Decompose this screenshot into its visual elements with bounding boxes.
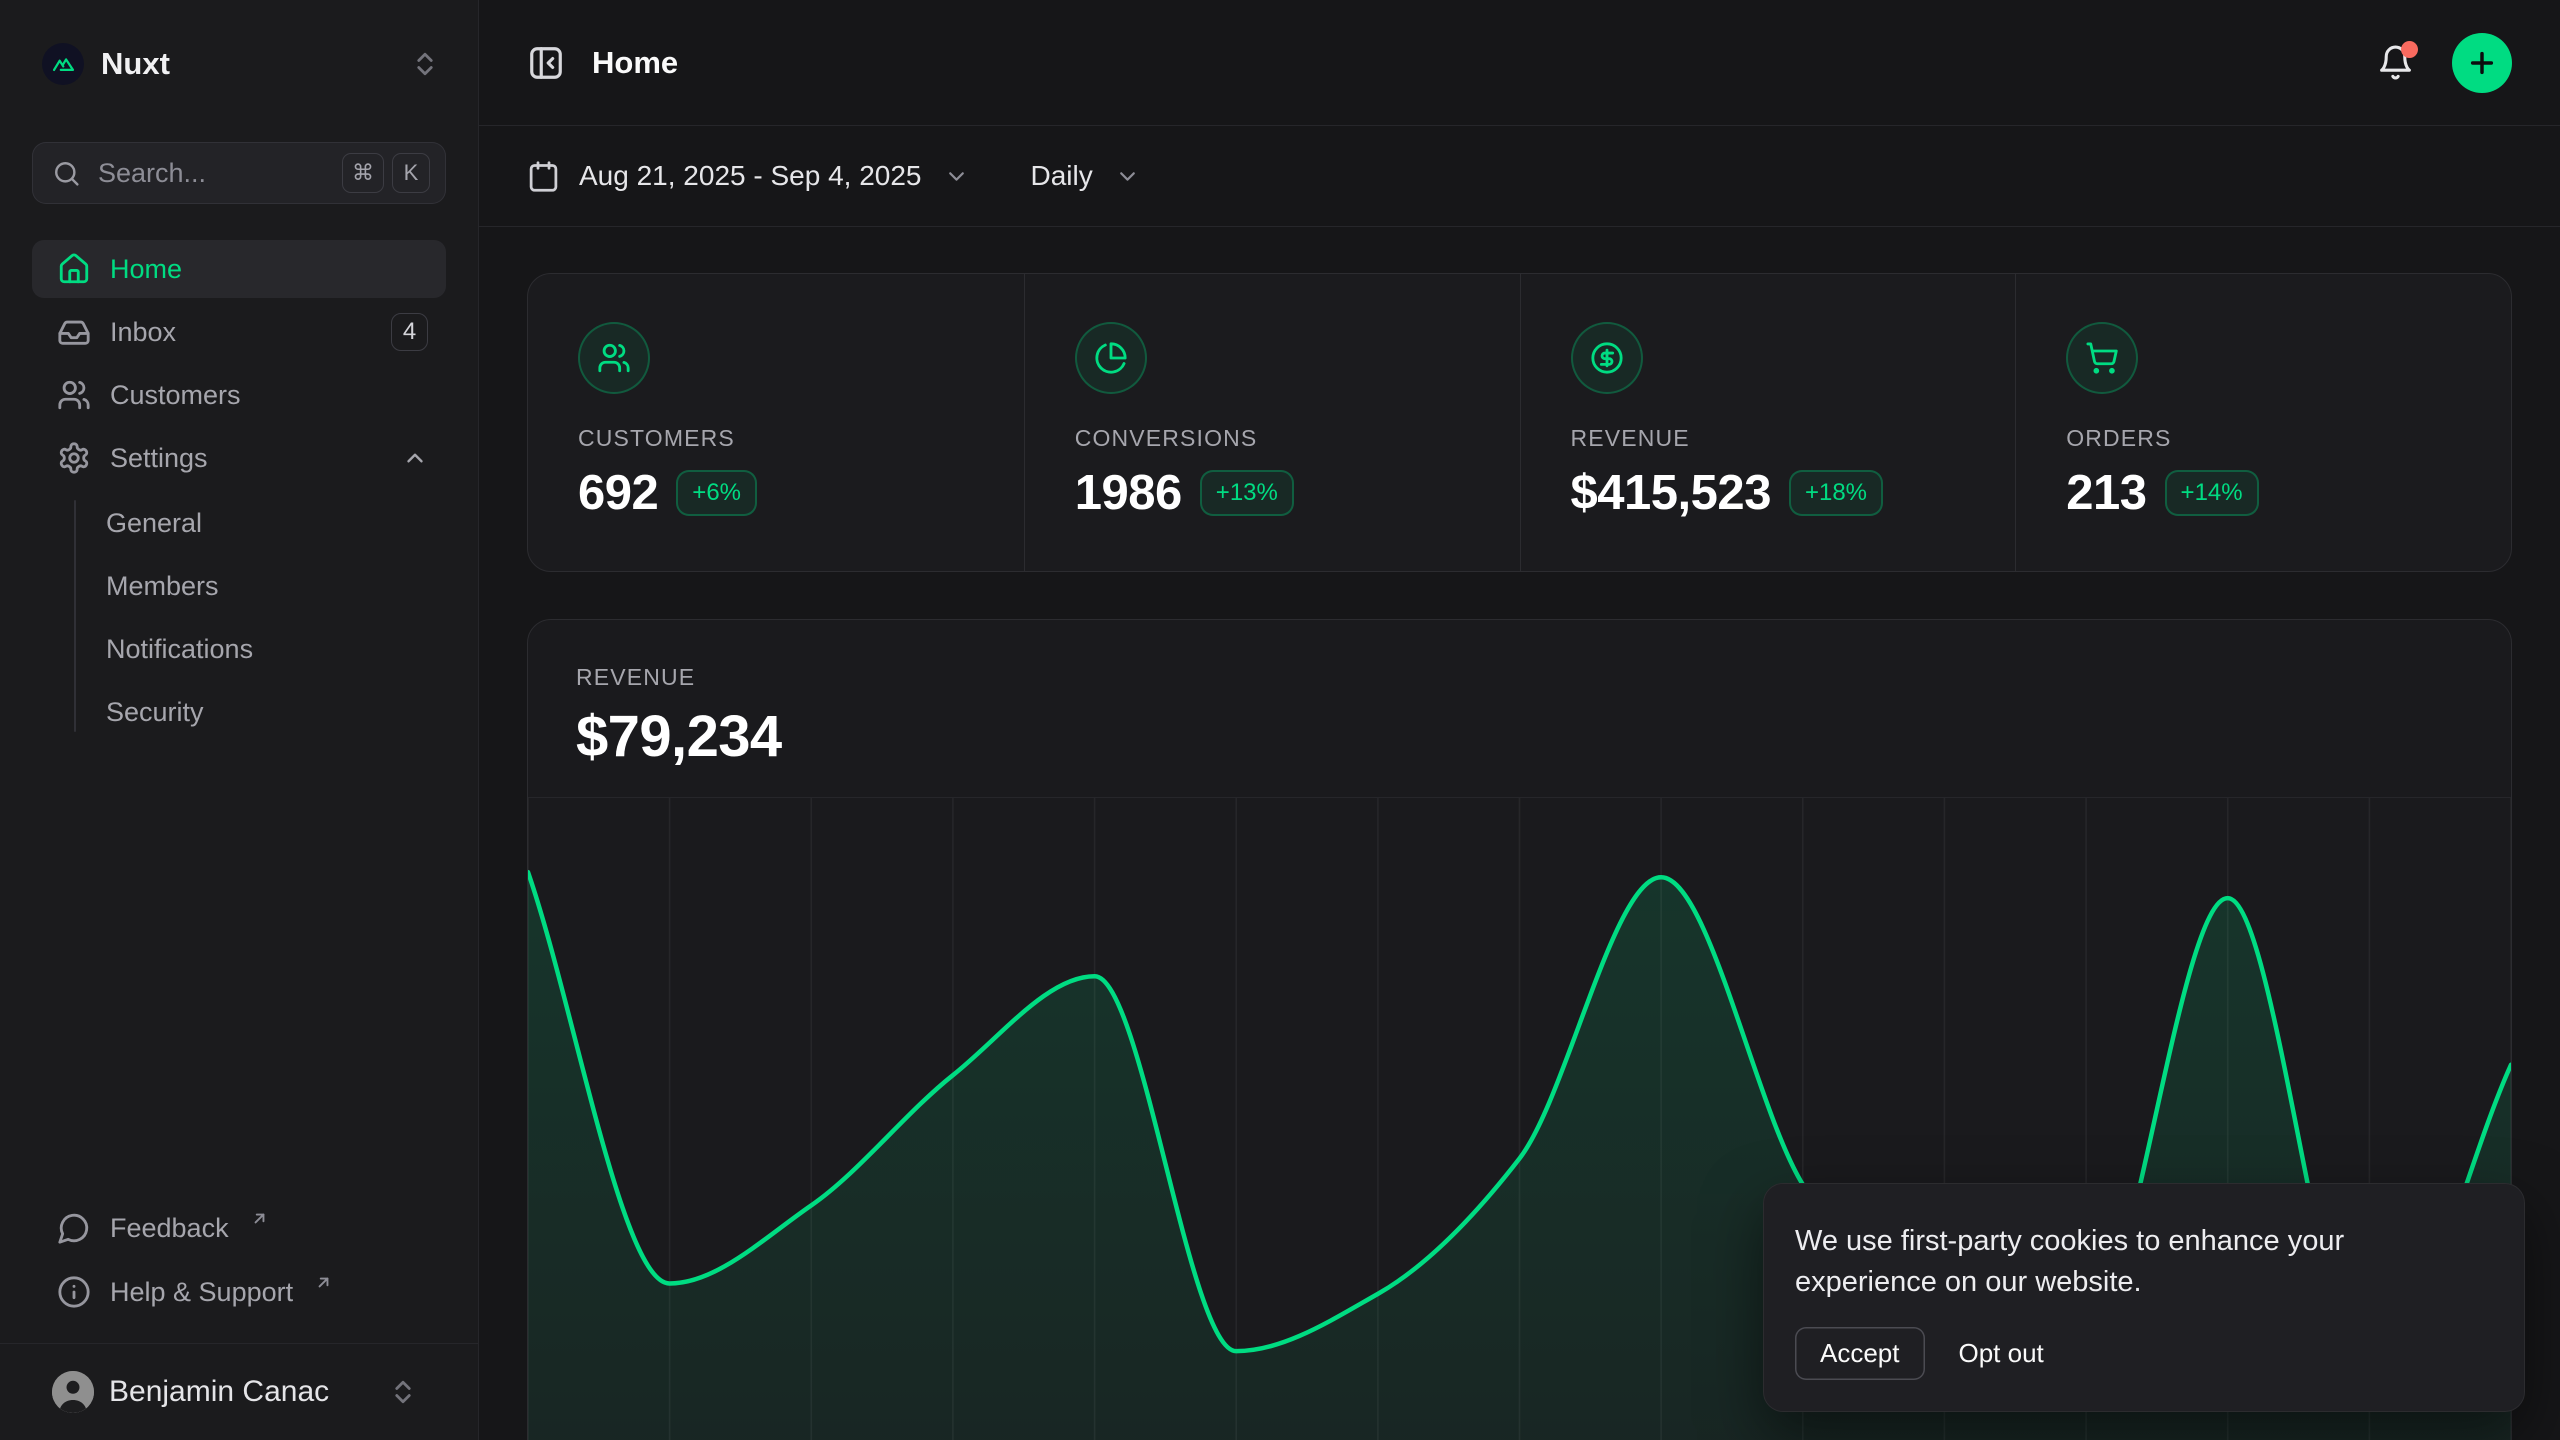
stat-card-revenue[interactable]: REVENUE $415,523 +18% [1520,274,2016,571]
up-down-chevron-icon [388,1377,418,1407]
sidebar-item-label: Customers [110,380,241,411]
stats-group: CUSTOMERS 692 +6% CONVERSIONS 1986 +13% [527,273,2512,572]
stat-delta-badge: +14% [2165,470,2259,516]
search-input[interactable]: Search... ⌘ K [32,142,446,204]
notifications-button[interactable] [2377,44,2414,81]
stat-card-orders[interactable]: ORDERS 213 +14% [2015,274,2511,571]
sidebar-item-customers[interactable]: Customers [32,366,446,424]
sidebar: Nuxt Search... ⌘ K Home [0,0,479,1440]
revenue-chart-label: REVENUE [576,664,2463,691]
stat-value: 692 [578,465,658,521]
stat-delta-badge: +13% [1200,470,1294,516]
search-placeholder: Search... [98,158,325,189]
create-button[interactable] [2452,33,2512,93]
panel-left-close-icon[interactable] [527,44,565,82]
cookie-banner: We use first-party cookies to enhance yo… [1763,1183,2525,1412]
avatar [52,1371,94,1413]
stat-card-customers[interactable]: CUSTOMERS 692 +6% [528,274,1024,571]
external-link-icon [314,1273,333,1292]
help-support-link[interactable]: Help & Support [32,1263,446,1321]
user-menu[interactable]: Benjamin Canac [32,1344,446,1440]
sidebar-item-security[interactable]: Security [32,681,446,744]
main-panel: Home Aug 21, 2025 - Sep [479,0,2560,1440]
granularity-select[interactable]: Daily [1031,160,1140,192]
accept-button[interactable]: Accept [1795,1327,1925,1380]
chevron-down-icon [944,164,969,189]
toolbar: Aug 21, 2025 - Sep 4, 2025 Daily [479,126,2560,227]
dollar-circle-icon [1571,322,1643,394]
home-icon [57,252,91,286]
sidebar-item-label: Settings [110,443,208,474]
users-icon [57,378,91,412]
stat-value: 213 [2066,465,2146,521]
sidebar-item-inbox[interactable]: Inbox 4 [32,303,446,361]
calendar-icon [527,160,560,193]
notification-dot [2401,41,2418,58]
sidebar-item-members[interactable]: Members [32,555,446,618]
opt-out-button[interactable]: Opt out [1955,1327,2048,1380]
sidebar-item-label: Home [110,254,182,285]
nuxt-logo [42,43,84,85]
sidebar-item-label: Inbox [110,317,176,348]
stat-label: REVENUE [1571,425,1966,452]
search-icon [52,159,81,188]
cart-icon [2066,322,2138,394]
revenue-chart-header: REVENUE $79,234 [528,620,2511,797]
page-title: Home [592,45,678,81]
kbd-k: K [392,153,430,193]
sidebar-item-home[interactable]: Home [32,240,446,298]
pie-chart-icon [1075,322,1147,394]
feedback-link[interactable]: Feedback [32,1199,446,1257]
help-support-label: Help & Support [110,1277,293,1308]
plus-icon [2466,47,2498,79]
sidebar-spacer [32,744,446,1199]
sidebar-nav: Home Inbox 4 Customers [32,240,446,744]
inbox-icon [57,315,91,349]
stat-value: 1986 [1075,465,1182,521]
up-down-chevron-icon [410,49,440,79]
chat-bubble-icon [57,1211,91,1245]
granularity-value: Daily [1031,160,1093,192]
stat-value: $415,523 [1571,465,1771,521]
stat-label: CUSTOMERS [578,425,974,452]
feedback-label: Feedback [110,1213,229,1244]
workspace-switcher[interactable]: Nuxt [32,32,446,96]
workspace-name: Nuxt [101,46,170,82]
inbox-count-badge: 4 [391,313,428,351]
user-name: Benjamin Canac [109,1375,329,1409]
sidebar-item-settings[interactable]: Settings [32,429,446,487]
search-shortcut: ⌘ K [342,153,430,193]
stat-delta-badge: +6% [676,470,757,516]
date-range-picker[interactable]: Aug 21, 2025 - Sep 4, 2025 [527,160,969,193]
cookie-message: We use first-party cookies to enhance yo… [1795,1221,2493,1303]
chevron-up-icon [402,445,428,471]
date-range-value: Aug 21, 2025 - Sep 4, 2025 [579,160,922,192]
chevron-down-icon [1115,164,1140,189]
sidebar-item-general[interactable]: General [32,492,446,555]
external-link-icon [250,1209,269,1228]
stat-label: ORDERS [2066,425,2461,452]
stat-card-conversions[interactable]: CONVERSIONS 1986 +13% [1024,274,1520,571]
page-header: Home [479,0,2560,126]
stat-delta-badge: +18% [1789,470,1883,516]
sidebar-footer-links: Feedback Help & Support [32,1199,446,1343]
gear-icon [57,441,91,475]
kbd-cmd: ⌘ [342,153,384,193]
sidebar-item-notifications[interactable]: Notifications [32,618,446,681]
users-icon [578,322,650,394]
info-circle-icon [57,1275,91,1309]
settings-subnav: General Members Notifications Security [32,492,446,744]
revenue-chart-total: $79,234 [576,703,2463,770]
stat-label: CONVERSIONS [1075,425,1470,452]
